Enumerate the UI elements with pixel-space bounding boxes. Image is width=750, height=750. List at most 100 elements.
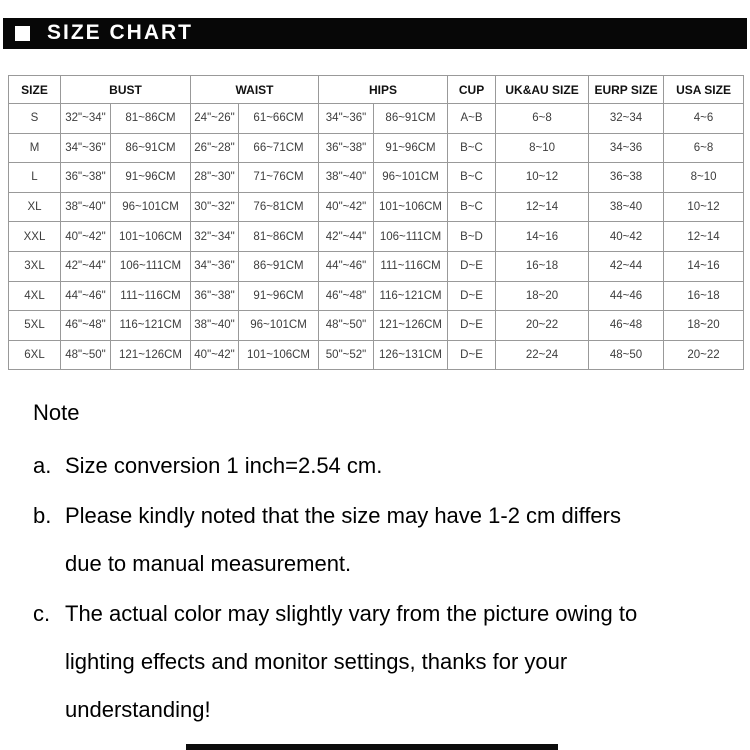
value-cell: 10~12 [495,162,590,193]
size-cell: 4XL [8,280,61,312]
value-cell: 34"~36" [190,250,240,282]
value-cell: 86~91CM [109,132,192,164]
value-cell: 20~22 [495,310,590,341]
size-chart-table: SIZE BUST WAIST HIPS CUP UK&AU SIZE EURP SIZE U… [8,75,745,371]
value-cell: 8~10 [495,132,590,164]
note-item: a. Size conversion 1 inch=2.54 cm. [33,442,743,490]
value-cell: 61~66CM [238,103,320,134]
value-cell: 36"~38" [190,280,240,312]
value-cell: 66~71CM [238,132,320,164]
value-cell: 36"~38" [318,132,375,164]
value-cell: 101~106CM [238,339,320,371]
note-item-text: The actual color may slightly vary from … [65,601,638,722]
value-cell: 38"~40" [318,162,375,193]
value-cell: 50"~52" [318,339,375,371]
table-row: 4XL 44"~46" 111~116CM 36"~38" 91~96CM 46"~48"… [8,280,745,312]
note-item: b. Please kindly noted that the size may … [33,492,743,588]
value-cell: 32"~34" [190,221,240,252]
size-table-header-row: SIZE BUST WAIST HIPS CUP UK&AU SIZE EURP SIZE U… [8,75,745,104]
size-cell: 3XL [8,250,61,282]
value-cell: 8~10 [663,162,745,193]
value-cell: 106~111CM [373,221,449,252]
value-cell: 96~101CM [238,310,320,341]
value-cell: 40"~42" [318,191,375,223]
size-cell: 6XL [8,339,61,371]
value-cell: 10~12 [663,191,745,223]
value-cell: 22~24 [495,339,590,371]
table-row: 6XL 48"~50" 121~126CM 40"~42" 101~106CM 50"~5… [8,339,745,371]
value-cell: 4~6 [663,103,745,134]
value-cell: B~D [447,221,497,252]
value-cell: 111~116CM [373,250,449,282]
value-cell: 101~106CM [373,191,449,223]
value-cell: 12~14 [495,191,590,223]
value-cell: 30"~32" [190,191,240,223]
value-cell: B~C [447,132,497,164]
table-row: L 36"~38" 91~96CM 28"~30" 71~76CM 38"~40" 96~1… [8,162,745,193]
value-cell: 38"~40" [190,310,240,341]
table-row: S 32"~34" 81~86CM 24"~26" 61~66CM 34"~36" 86~9… [8,103,745,134]
value-cell: 24"~26" [190,103,240,134]
value-cell: 36"~38" [60,162,111,193]
value-cell: 16~18 [495,250,590,282]
value-cell: 71~76CM [238,162,320,193]
note-item: c. The actual color may slightly vary fro… [33,590,743,734]
value-cell: 12~14 [663,221,745,252]
value-cell: 44"~46" [318,250,375,282]
column-header: EURP SIZE [588,75,665,104]
value-cell: 38~40 [588,191,665,223]
size-cell: 5XL [8,310,61,341]
value-cell: 42"~44" [318,221,375,252]
value-cell: 46~48 [588,310,665,341]
section-title: SIZE CHART [47,20,193,44]
note-item-text: Size conversion 1 inch=2.54 cm. [65,453,383,478]
value-cell: 42~44 [588,250,665,282]
value-cell: 46"~48" [318,280,375,312]
notes-section: Note a. Size conversion 1 inch=2.54 cm. b.… [33,398,743,736]
notes-heading: Note [33,400,80,425]
size-cell: XL [8,191,61,223]
value-cell: 111~116CM [109,280,192,312]
value-cell: 116~121CM [109,310,192,341]
note-item-label: b. [33,503,52,528]
value-cell: 6~8 [495,103,590,134]
size-cell: S [8,103,61,134]
value-cell: B~C [447,191,497,223]
value-cell: 28"~30" [190,162,240,193]
cropped-next-section-bar [186,744,558,750]
value-cell: 48~50 [588,339,665,371]
value-cell: 14~16 [495,221,590,252]
value-cell: 86~91CM [373,103,449,134]
value-cell: 46"~48" [60,310,111,341]
size-cell: M [8,132,61,164]
value-cell: B~C [447,162,497,193]
value-cell: 36~38 [588,162,665,193]
value-cell: 34"~36" [60,132,111,164]
value-cell: 91~96CM [238,280,320,312]
value-cell: 38"~40" [60,191,111,223]
value-cell: 40"~42" [190,339,240,371]
value-cell: 96~101CM [373,162,449,193]
value-cell: 20~22 [663,339,745,371]
column-header: UK&AU SIZE [495,75,590,104]
value-cell: 81~86CM [109,103,192,134]
square-bullet-icon [15,26,30,41]
column-header: USA SIZE [663,75,745,104]
note-item-label: c. [33,601,51,626]
value-cell: 14~16 [663,250,745,282]
size-table-body: S 32"~34" 81~86CM 24"~26" 61~66CM 34"~36" 86~9… [8,103,745,371]
value-cell: 76~81CM [238,191,320,223]
table-row: XXL 40"~42" 101~106CM 32"~34" 81~86CM 42"~44"… [8,221,745,252]
value-cell: 91~96CM [109,162,192,193]
value-cell: A~B [447,103,497,134]
value-cell: 40~42 [588,221,665,252]
value-cell: 32~34 [588,103,665,134]
column-header: WAIST [190,75,320,104]
value-cell: 81~86CM [238,221,320,252]
value-cell: 91~96CM [373,132,449,164]
value-cell: D~E [447,250,497,282]
table-row: XL 38"~40" 96~101CM 30"~32" 76~81CM 40"~42" 10… [8,191,745,223]
value-cell: 44"~46" [60,280,111,312]
value-cell: 32"~34" [60,103,111,134]
